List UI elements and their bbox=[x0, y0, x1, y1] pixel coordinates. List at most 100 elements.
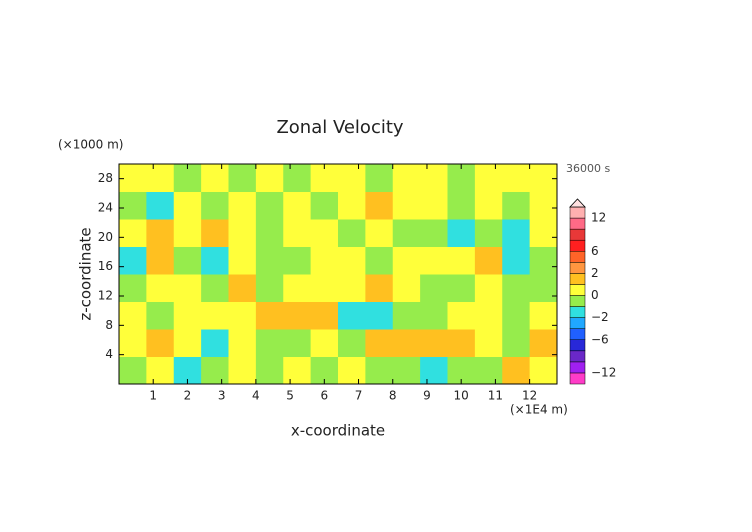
field-cell bbox=[201, 246, 229, 275]
x-tick-label: 11 bbox=[488, 389, 503, 403]
colorbar-bin bbox=[569, 350, 586, 363]
field-cell bbox=[228, 246, 257, 275]
colorbar-label: −2 bbox=[591, 310, 609, 324]
field-cell bbox=[420, 164, 448, 192]
field-cell bbox=[420, 219, 448, 247]
colorbar-label: −6 bbox=[591, 332, 609, 346]
field-cell bbox=[310, 274, 339, 302]
field-cell bbox=[420, 329, 448, 357]
field-cell bbox=[529, 191, 557, 220]
field-cell bbox=[119, 164, 147, 192]
field-cell bbox=[338, 356, 366, 384]
field-cell bbox=[529, 356, 557, 384]
field-cell bbox=[502, 301, 531, 330]
colorbar-label: −12 bbox=[591, 365, 616, 379]
field-cell bbox=[392, 274, 421, 302]
y-unit: (×1000 m) bbox=[58, 138, 123, 152]
field-cell bbox=[146, 356, 175, 384]
field-cell bbox=[529, 164, 557, 192]
field-cell bbox=[173, 329, 202, 357]
plot-frame bbox=[118, 163, 558, 385]
field-cell bbox=[173, 301, 202, 330]
x-tick-label: 12 bbox=[522, 389, 537, 403]
x-tick-label: 10 bbox=[454, 389, 469, 403]
field-cell bbox=[228, 219, 257, 247]
colorbar-label: 6 bbox=[591, 244, 599, 258]
field-cell bbox=[529, 329, 557, 357]
field-cell bbox=[119, 191, 147, 220]
field-cell bbox=[146, 301, 175, 330]
colorbar-label: 12 bbox=[591, 211, 606, 225]
field-cell bbox=[310, 301, 339, 330]
field-cell bbox=[255, 274, 284, 302]
y-tick-label: 16 bbox=[98, 259, 113, 273]
field-cell bbox=[474, 356, 503, 384]
field-cell bbox=[420, 301, 448, 330]
field-cell bbox=[392, 356, 421, 384]
y-tick-label: 4 bbox=[105, 347, 113, 361]
field-cell bbox=[173, 191, 202, 220]
field-cell bbox=[392, 329, 421, 357]
field-cell bbox=[474, 301, 503, 330]
y-tick-label: 28 bbox=[98, 171, 113, 185]
x-tick-label: 8 bbox=[389, 389, 397, 403]
field-cell bbox=[119, 356, 147, 384]
colorbar-bin bbox=[569, 317, 586, 329]
field-cell bbox=[255, 329, 284, 357]
field-cell bbox=[447, 219, 476, 247]
colorbar-arrow bbox=[569, 198, 586, 208]
field-cell bbox=[283, 356, 312, 384]
y-axis-label: z-coordinate bbox=[77, 227, 95, 320]
field-cell bbox=[283, 164, 312, 192]
field-cell bbox=[447, 246, 476, 275]
field-cell bbox=[146, 219, 175, 247]
colorbar-bin bbox=[569, 228, 586, 241]
field-cell bbox=[392, 246, 421, 275]
colorbar-bin bbox=[569, 306, 586, 318]
x-tick-label: 9 bbox=[423, 389, 431, 403]
field-cell bbox=[529, 274, 557, 302]
field-cell bbox=[502, 274, 531, 302]
field-cell bbox=[146, 246, 175, 275]
field-cell bbox=[474, 274, 503, 302]
x-unit: (×1E4 m) bbox=[510, 403, 568, 417]
field-cell bbox=[228, 274, 257, 302]
field-cell bbox=[228, 301, 257, 330]
colorbar-bin bbox=[569, 262, 586, 274]
field-cell bbox=[310, 219, 339, 247]
field-cell bbox=[283, 301, 312, 330]
field-cell bbox=[365, 329, 394, 357]
field-cell bbox=[255, 219, 284, 247]
field-cell bbox=[392, 191, 421, 220]
field-cell bbox=[365, 356, 394, 384]
field-cell bbox=[255, 164, 284, 192]
field-cell bbox=[201, 356, 229, 384]
field-cell bbox=[447, 329, 476, 357]
field-cell bbox=[146, 329, 175, 357]
y-tick-label: 24 bbox=[98, 201, 113, 215]
field-cell bbox=[255, 191, 284, 220]
field-cell bbox=[146, 191, 175, 220]
colorbar-label: 0 bbox=[591, 288, 599, 302]
field-cell bbox=[474, 191, 503, 220]
y-tick-label: 20 bbox=[98, 230, 113, 244]
field-cell bbox=[447, 274, 476, 302]
field-cell bbox=[228, 164, 257, 192]
field-cell bbox=[283, 329, 312, 357]
field-cell bbox=[365, 246, 394, 275]
field-cell bbox=[228, 191, 257, 220]
field-cell bbox=[420, 191, 448, 220]
field-cell bbox=[474, 329, 503, 357]
x-tick-label: 3 bbox=[218, 389, 226, 403]
field-cell bbox=[255, 301, 284, 330]
field-cell bbox=[392, 301, 421, 330]
field-cell bbox=[338, 274, 366, 302]
field-cell bbox=[201, 164, 229, 192]
colorbar-bin bbox=[569, 273, 586, 285]
field-cell bbox=[146, 274, 175, 302]
field-cell bbox=[338, 301, 366, 330]
field-cell bbox=[310, 329, 339, 357]
field-cell bbox=[392, 164, 421, 192]
y-tick-label: 8 bbox=[105, 318, 113, 332]
